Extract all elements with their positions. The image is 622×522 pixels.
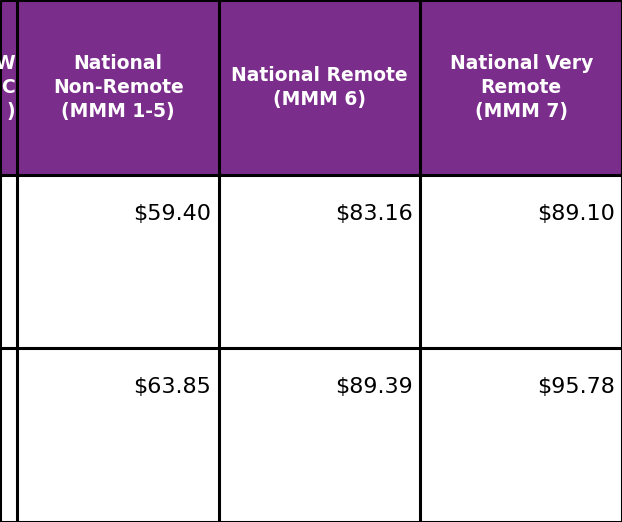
Bar	[0, 348, 622, 522]
Bar	[420, 0, 622, 175]
Text: W
C
): W C )	[0, 54, 15, 121]
Bar	[17, 0, 219, 175]
Text: $89.10: $89.10	[537, 204, 615, 223]
Text: $89.39: $89.39	[335, 377, 413, 397]
Text: $59.40: $59.40	[134, 204, 211, 223]
Text: $83.16: $83.16	[335, 204, 413, 223]
Text: $95.78: $95.78	[537, 377, 615, 397]
Text: National Remote
(MMM 6): National Remote (MMM 6)	[231, 66, 408, 109]
Text: National
Non-Remote
(MMM 1-5): National Non-Remote (MMM 1-5)	[53, 54, 183, 121]
Bar	[219, 0, 420, 175]
Text: National Very
Remote
(MMM 7): National Very Remote (MMM 7)	[450, 54, 593, 121]
Bar	[0, 0, 17, 175]
Text: $63.85: $63.85	[134, 377, 211, 397]
Bar	[0, 175, 622, 348]
